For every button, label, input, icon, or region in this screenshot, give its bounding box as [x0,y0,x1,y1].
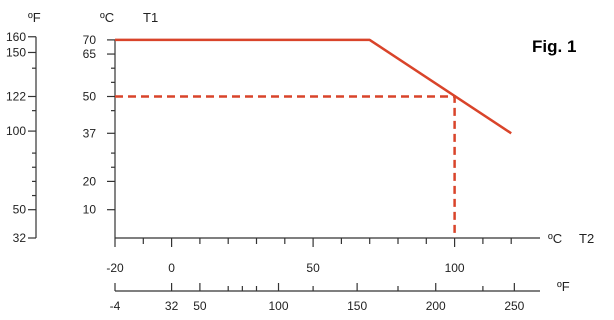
x-f-tick-label: 200 [426,299,446,313]
x-c-tick-label: 50 [306,261,320,275]
labels-layer: ºF ºC T1 Fig. 1 ºC T2 ºF 325010012215016… [6,10,594,313]
y-f-tick-label: 50 [13,203,27,217]
x-f-tick-label: -4 [110,299,121,313]
y-c-variable-label: T1 [143,10,158,25]
y-f-tick-label: 160 [6,30,26,44]
y-f-tick-label: 32 [13,231,27,245]
y-c-tick-label: 70 [83,33,97,47]
x-f-tick-label: 250 [504,299,524,313]
y-c-tick-label: 10 [83,203,97,217]
y-f-tick-label: 100 [6,124,26,138]
series-line [115,38,512,135]
x-f-tick-label: 150 [347,299,367,313]
y-f-tick-label: 150 [6,45,26,59]
x-c-tick-label: 100 [445,261,465,275]
y-c-tick-label: 65 [83,47,97,61]
y-f-tick-label: 122 [6,90,26,104]
y-c-tick-label: 20 [83,174,97,188]
x-f-tick-label: 32 [165,299,179,313]
series-layer [115,38,512,135]
x-c-unit-label: ºC [548,231,562,246]
x-f-tick-label: 100 [268,299,288,313]
figure-label: Fig. 1 [532,37,576,56]
reference-dashed-line [115,95,456,238]
x-f-unit-label: ºF [557,279,570,294]
y-c-tick-label: 37 [83,126,97,140]
y-c-unit-label: ºC [100,10,114,25]
y-c-tick-label: 50 [83,90,97,104]
x-c-tick-label: -20 [106,261,124,275]
x-c-variable-label: T2 [579,231,594,246]
reference-layer [115,95,456,238]
axes-layer [28,36,540,292]
x-f-tick-label: 50 [193,299,207,313]
y-f-unit-label: ºF [28,10,41,25]
x-c-tick-label: 0 [168,261,175,275]
